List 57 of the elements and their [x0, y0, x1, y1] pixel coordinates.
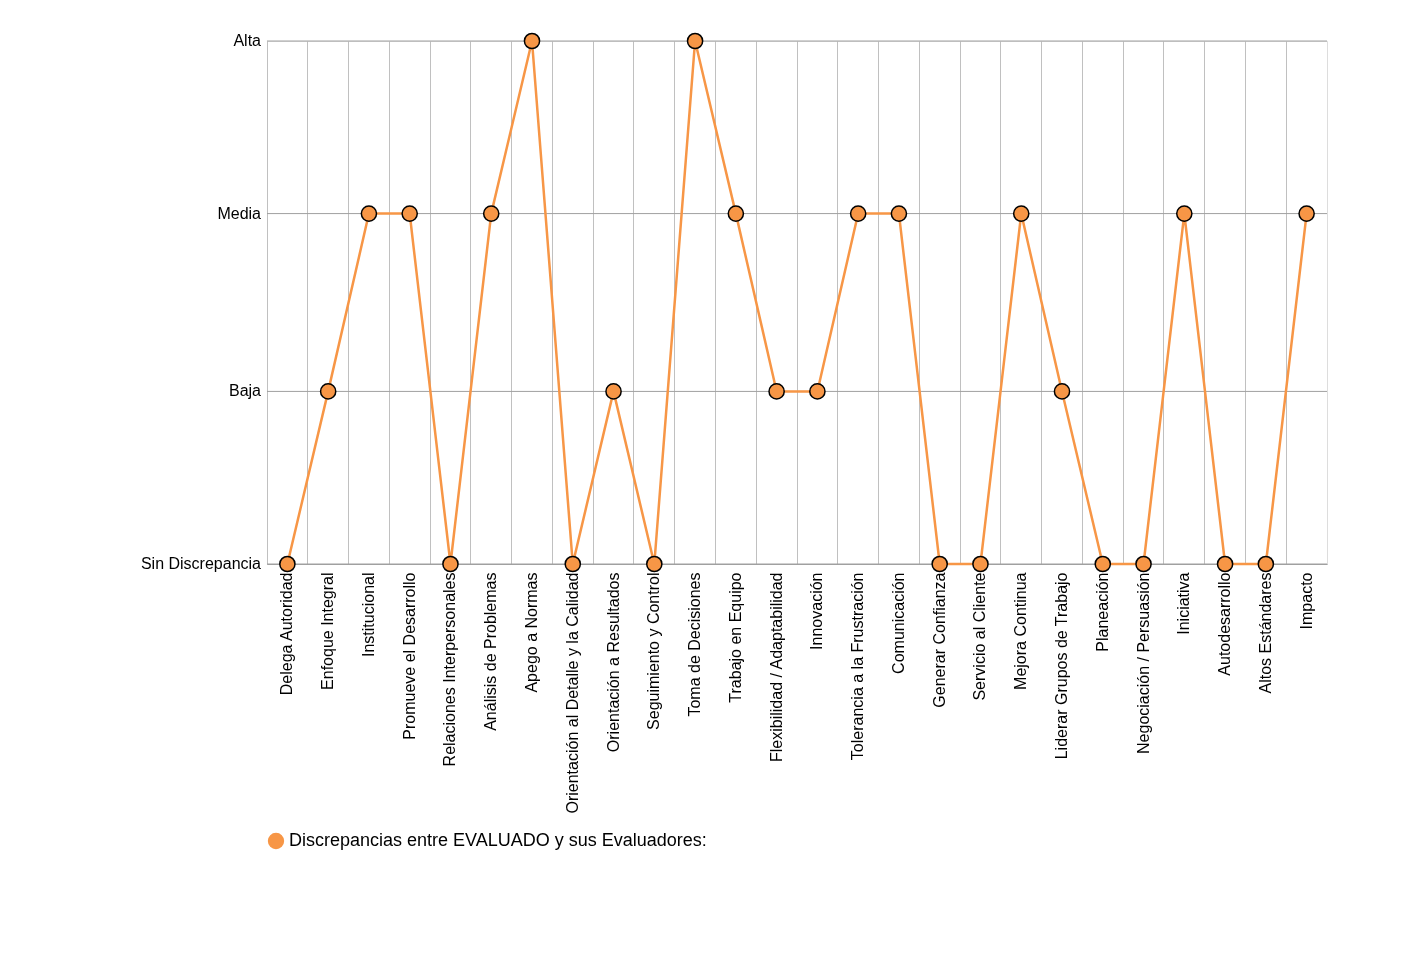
x-tick-label: Negociación / Persuasión [1134, 572, 1152, 754]
point [1298, 205, 1315, 222]
x-tick-label: Mejora Continua [1012, 572, 1030, 690]
ref-line-label: Alta [233, 32, 262, 49]
legend-label: Discrepancias entre EVALUADO y sus Evaluadores: [289, 830, 707, 850]
point [645, 555, 663, 573]
point [1135, 555, 1152, 573]
point [931, 555, 949, 573]
point [849, 205, 867, 222]
point [1094, 555, 1112, 573]
x-tick-label: Servicio al Cliente [971, 572, 989, 701]
point [523, 32, 541, 50]
x-tick-label: Altos Estándares [1256, 572, 1274, 694]
x-tick-label: Apego a Normas [523, 572, 540, 693]
point [809, 383, 826, 400]
x-tick-label: Promueve el Desarrollo [400, 572, 418, 740]
x-tick-label: Generar Confianza [930, 572, 948, 708]
ref-line-label: Sin Discrepancia [140, 555, 262, 572]
ref-line-label: Baja [228, 382, 262, 400]
point [1012, 205, 1030, 222]
x-tick-label: Institucional [359, 572, 377, 657]
x-tick-label: Relaciones Interpersonales [441, 572, 459, 767]
x-tick-label: Enfoque Integral [319, 572, 337, 690]
point [686, 32, 704, 50]
point [1257, 555, 1275, 573]
point [279, 555, 296, 573]
x-tick-label: Flexibilidad / Adaptabilidad [767, 572, 785, 762]
point [890, 205, 908, 222]
x-tick-label: Orientación a Resultados [604, 572, 622, 753]
ref-line-label: Media [217, 204, 262, 222]
point [564, 555, 582, 573]
x-tick-label: Delega Autoridad [278, 572, 296, 696]
point [319, 383, 337, 400]
x-tick-label: Iniciativa [1175, 572, 1193, 635]
x-tick-label: Seguimiento y Control [645, 572, 663, 730]
x-tick-label: Innovación [808, 572, 826, 650]
point [1216, 555, 1234, 573]
point [727, 205, 745, 222]
point [360, 205, 378, 222]
point [482, 205, 500, 222]
point [442, 555, 459, 573]
x-tick-label: Comunicación [889, 572, 907, 674]
x-tick-label: Tolerancia a la Frustración [849, 572, 867, 761]
x-tick-label: Trabajo en Equipo [726, 572, 744, 703]
point [768, 383, 785, 400]
point [401, 205, 419, 222]
x-tick-label: Autodesarrollo [1216, 572, 1234, 676]
x-tick-label: Orientación al Detalle y la Calidad [563, 572, 581, 814]
point [1175, 205, 1193, 222]
point [605, 383, 622, 400]
x-tick-label: Impacto [1297, 572, 1315, 630]
point [972, 555, 989, 573]
x-tick-label: Análisis de Problemas [482, 572, 500, 731]
x-tick-label: Liderar Grupos de Trabajo [1053, 572, 1070, 760]
point [1053, 383, 1071, 400]
x-tick-label: Planeación [1093, 572, 1111, 652]
x-tick-label: Toma de Decisiones [686, 572, 704, 717]
